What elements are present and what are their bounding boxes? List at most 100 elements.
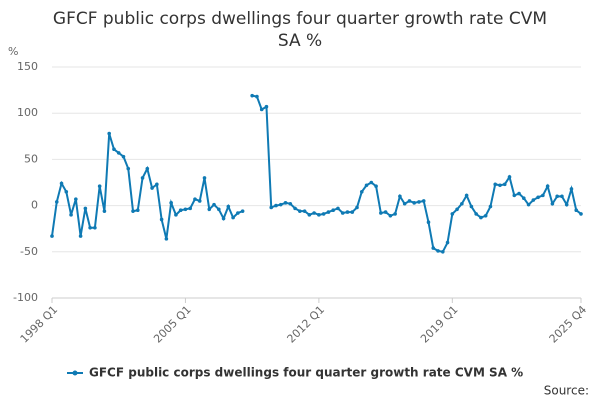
- point: [121, 154, 126, 159]
- point: [564, 202, 569, 207]
- point: [488, 204, 493, 209]
- point: [221, 216, 226, 221]
- point: [226, 204, 231, 209]
- point: [236, 211, 240, 215]
- point: [107, 131, 111, 136]
- point: [193, 197, 197, 201]
- point: [369, 180, 374, 185]
- point: [174, 213, 178, 217]
- point: [355, 205, 359, 210]
- point: [240, 209, 245, 213]
- x-tick-label: 2019 Q1: [418, 303, 461, 346]
- legend-marker: [72, 370, 78, 376]
- point: [145, 166, 150, 171]
- point: [412, 201, 416, 205]
- point: [259, 107, 264, 112]
- point: [326, 210, 331, 214]
- point: [317, 213, 321, 217]
- chart-title: GFCF public corps dwellings four quarter…: [52, 9, 548, 51]
- point: [455, 207, 459, 212]
- y-tick-label: 50: [24, 152, 38, 165]
- point: [302, 209, 307, 213]
- point: [116, 151, 121, 155]
- point: [579, 212, 583, 216]
- point: [150, 186, 154, 190]
- y-tick-label: 0: [31, 199, 38, 212]
- point: [54, 200, 59, 204]
- point: [512, 193, 517, 198]
- point: [169, 201, 173, 205]
- point: [212, 202, 216, 207]
- point: [183, 207, 188, 212]
- point: [293, 206, 297, 211]
- point: [493, 182, 498, 187]
- point: [407, 199, 412, 203]
- point: [164, 237, 169, 241]
- series-line: [51, 133, 243, 240]
- point: [479, 215, 483, 220]
- point: [383, 210, 388, 214]
- point: [431, 246, 436, 250]
- point: [88, 225, 92, 230]
- point: [531, 198, 536, 202]
- point: [398, 194, 402, 199]
- series-line: [251, 94, 582, 253]
- point: [483, 213, 488, 218]
- point: [288, 201, 293, 206]
- point: [69, 213, 73, 217]
- point: [545, 184, 550, 188]
- point: [440, 250, 445, 254]
- y-tick-label: -50: [20, 245, 38, 258]
- point: [140, 176, 145, 180]
- point: [298, 209, 302, 213]
- point: [269, 205, 274, 210]
- point: [64, 189, 69, 194]
- point: [469, 204, 474, 209]
- point: [445, 240, 450, 245]
- point: [97, 184, 102, 188]
- point: [464, 193, 469, 198]
- point: [507, 175, 512, 179]
- point: [474, 212, 478, 216]
- point: [202, 176, 207, 180]
- point: [374, 184, 378, 188]
- point: [131, 209, 135, 213]
- point: [112, 147, 116, 152]
- legend-label: GFCF public corps dwellings four quarter…: [89, 366, 523, 380]
- x-tick-label: 2025 Q4: [547, 303, 590, 346]
- point: [135, 208, 140, 213]
- point: [450, 212, 455, 216]
- x-tick-label: 2012 Q1: [285, 303, 328, 346]
- y-axis-label: %: [8, 45, 18, 58]
- point: [536, 195, 540, 200]
- source: Source:: [544, 384, 589, 398]
- point: [436, 249, 440, 253]
- point: [421, 199, 426, 203]
- point: [102, 209, 107, 213]
- point: [426, 220, 431, 225]
- point: [312, 211, 316, 215]
- point: [264, 104, 269, 109]
- point: [541, 193, 545, 198]
- point: [340, 211, 345, 215]
- point: [188, 206, 193, 211]
- point: [59, 181, 64, 186]
- point: [555, 194, 559, 199]
- point: [364, 183, 369, 188]
- x-tick-label: 1998 Q1: [18, 303, 61, 346]
- point: [331, 208, 335, 213]
- point: [307, 213, 312, 217]
- point: [155, 182, 159, 187]
- point: [417, 200, 421, 204]
- point: [402, 201, 407, 206]
- point: [460, 201, 464, 206]
- point: [498, 183, 502, 188]
- point: [126, 166, 131, 171]
- x-tick-label: 2005 Q1: [151, 303, 194, 346]
- point: [50, 234, 54, 238]
- y-tick-label: -100: [13, 291, 38, 304]
- point: [78, 234, 83, 238]
- point: [526, 202, 531, 207]
